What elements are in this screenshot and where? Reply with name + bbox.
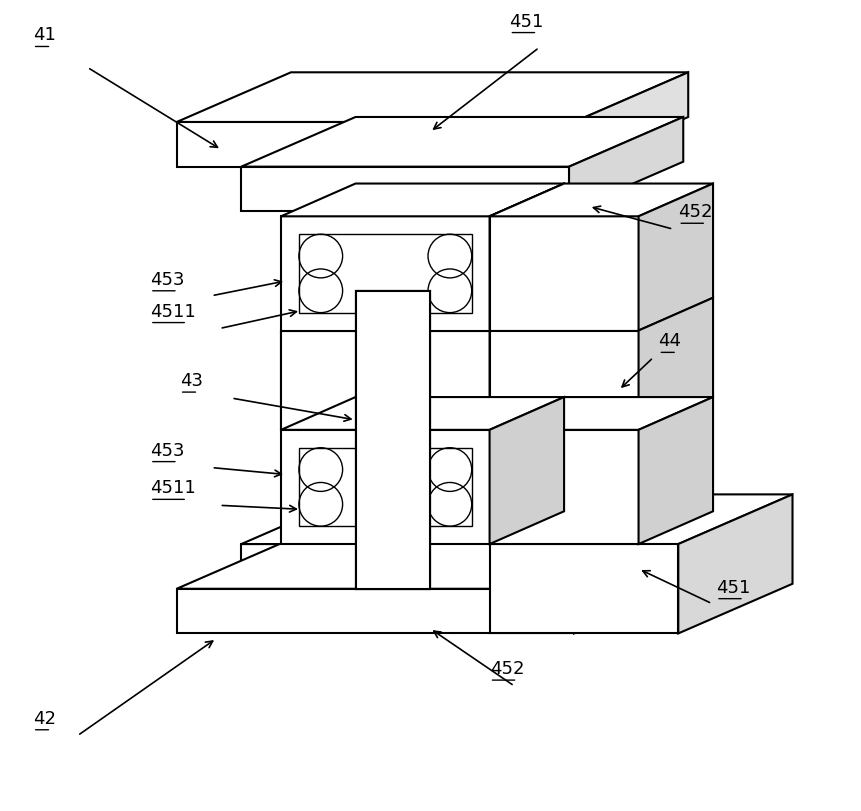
Polygon shape	[568, 117, 683, 212]
Polygon shape	[489, 397, 712, 430]
Bar	[177, 122, 573, 166]
Text: 451: 451	[509, 13, 543, 31]
Polygon shape	[489, 495, 791, 544]
Bar	[489, 217, 638, 331]
Bar	[355, 291, 430, 589]
Text: 453: 453	[150, 442, 184, 460]
Polygon shape	[638, 298, 712, 430]
Polygon shape	[489, 183, 563, 331]
Polygon shape	[638, 183, 712, 331]
Text: 4511: 4511	[150, 479, 195, 497]
Polygon shape	[241, 117, 683, 166]
Bar	[355, 291, 430, 589]
Bar	[177, 589, 573, 633]
Polygon shape	[573, 539, 687, 633]
Polygon shape	[568, 495, 683, 589]
Text: 4511: 4511	[150, 303, 195, 320]
Bar	[241, 166, 568, 212]
Polygon shape	[281, 397, 563, 430]
Bar	[489, 331, 638, 430]
Polygon shape	[281, 183, 563, 217]
Polygon shape	[489, 183, 712, 217]
Bar	[281, 430, 489, 544]
Text: 42: 42	[33, 710, 56, 727]
Text: 43: 43	[180, 372, 202, 390]
Text: 452: 452	[678, 204, 712, 221]
Polygon shape	[177, 72, 687, 122]
Bar	[299, 234, 471, 312]
Bar	[281, 331, 489, 430]
Bar	[281, 217, 489, 331]
Text: 451: 451	[715, 579, 750, 597]
Text: 452: 452	[489, 660, 523, 678]
Polygon shape	[489, 397, 563, 544]
Polygon shape	[678, 495, 791, 633]
Bar	[355, 291, 430, 589]
Bar	[489, 430, 638, 544]
Text: 44: 44	[658, 333, 681, 350]
Polygon shape	[177, 539, 687, 589]
Polygon shape	[241, 495, 683, 544]
Bar	[489, 544, 678, 633]
Polygon shape	[489, 298, 563, 430]
Text: 453: 453	[150, 271, 184, 289]
Bar	[299, 448, 471, 526]
Polygon shape	[638, 397, 712, 544]
Polygon shape	[573, 72, 687, 166]
Bar	[241, 544, 568, 589]
Text: 41: 41	[33, 27, 56, 45]
